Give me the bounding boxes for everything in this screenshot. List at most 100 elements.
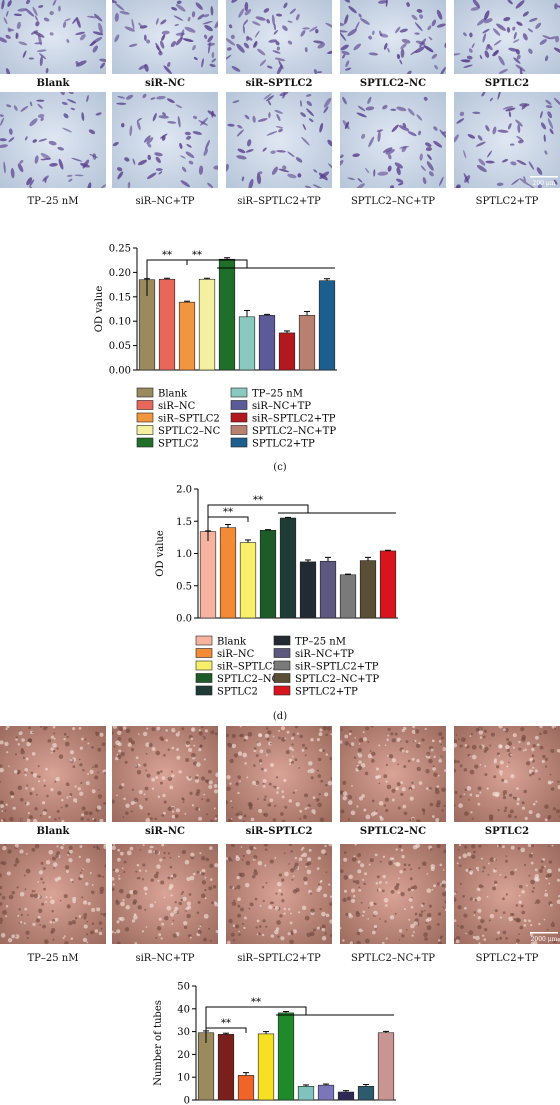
legend-label: siR–NC+TP xyxy=(252,401,311,412)
tube-formation-image xyxy=(340,726,446,822)
bar xyxy=(377,1032,395,1101)
bar xyxy=(239,542,257,619)
tube-formation-image xyxy=(0,844,106,944)
legend-label: SPTLC2–NC xyxy=(217,674,280,685)
legend-swatch xyxy=(136,387,154,398)
figure-b-image-label: SPTLC2–NC+TP xyxy=(350,196,436,207)
legend-label: SPTLC2–NC+TP xyxy=(295,674,379,685)
legend-swatch xyxy=(230,387,248,398)
migration-image xyxy=(0,92,106,188)
legend-swatch xyxy=(136,425,154,435)
legend-label: siR–NC xyxy=(158,401,196,412)
bar xyxy=(217,1034,235,1101)
figure-b-image-label: SPTLC2 xyxy=(484,78,530,89)
legend-swatch xyxy=(136,412,154,423)
figure-e-image-label: siR–NC+TP xyxy=(135,953,195,964)
bar xyxy=(219,527,237,619)
bar xyxy=(339,574,357,619)
figure-e-image-label: SPTLC2+TP xyxy=(475,953,539,964)
bar xyxy=(359,560,377,619)
figure-b-image-label: SPTLC2–NC xyxy=(359,78,427,89)
bar xyxy=(337,1091,355,1101)
legend-swatch xyxy=(136,437,154,448)
legend-swatch xyxy=(195,673,213,683)
bar xyxy=(237,1075,255,1101)
migration-image xyxy=(226,92,332,188)
bar xyxy=(279,517,297,619)
figure-e-image-label: siR–SPTLC2+TP xyxy=(237,953,321,964)
y-axis-label: OD value xyxy=(94,286,105,333)
legend-label: Blank xyxy=(158,389,188,400)
figure-e-image-label: siR–NC xyxy=(145,826,185,837)
bar xyxy=(297,1086,315,1101)
bar xyxy=(218,258,236,371)
migration-image xyxy=(340,92,446,188)
figure-b-image-label: Blank xyxy=(36,78,70,89)
significance-label: ** xyxy=(221,1018,231,1029)
legend-swatch xyxy=(273,648,291,658)
bar xyxy=(278,332,296,371)
chart-f-number-of-tubes: 0 10 20 30 40 50 Number of tubes ** ** xyxy=(153,982,396,1105)
y-tick-label: 0.20 xyxy=(109,268,131,279)
y-axis-label: Number of tubes xyxy=(153,1000,164,1086)
significance-bracket xyxy=(205,1006,307,1043)
legend-swatch xyxy=(230,425,248,435)
figure-e-image-label: SPTLC2 xyxy=(484,826,530,837)
figure-e-image-label: siR–SPTLC2 xyxy=(245,826,313,837)
bar xyxy=(259,529,277,619)
figure-b-image-label: TP–25 nM xyxy=(27,196,79,207)
y-tick-label: 0.0 xyxy=(176,614,192,625)
legend-label: siR–SPTLC2+TP xyxy=(295,662,379,673)
legend-label: SPTLC2 xyxy=(217,687,258,698)
tube-formation-image xyxy=(226,844,332,944)
legend-label: siR–SPTLC2 xyxy=(158,414,220,425)
bar xyxy=(198,278,216,371)
legend-label: SPTLC2–NC+TP xyxy=(252,426,336,437)
legend-label: SPTLC2+TP xyxy=(252,439,315,450)
legend-swatch xyxy=(273,635,291,646)
legend-label: siR–NC+TP xyxy=(295,649,354,660)
figure-e-image-label: SPTLC2–NC xyxy=(359,826,427,837)
significance-label: ** xyxy=(192,250,202,261)
tube-formation-image: 2000 μm xyxy=(454,844,560,944)
bar xyxy=(258,315,276,371)
legend-label: siR–SPTLC2 xyxy=(217,662,279,673)
legend-label: SPTLC2 xyxy=(158,439,199,450)
figure-b-image-label: siR–SPTLC2+TP xyxy=(237,196,321,207)
tube-formation-image xyxy=(454,726,560,822)
significance-label: ** xyxy=(223,507,233,518)
figure-b-image-label: siR–NC xyxy=(145,78,185,89)
figure-e-image-label: TP–25 nM xyxy=(27,953,79,964)
y-tick-label: 2.0 xyxy=(176,485,192,496)
figure-b-image-label: SPTLC2+TP xyxy=(475,196,539,207)
bar xyxy=(319,560,337,619)
legend-swatch xyxy=(273,685,291,696)
legend-swatch xyxy=(136,400,154,410)
legend-swatch xyxy=(195,685,213,696)
legend-swatch xyxy=(195,635,213,646)
significance-label: ** xyxy=(251,997,261,1008)
figure-e-image-label: SPTLC2–NC+TP xyxy=(350,953,436,964)
legend-swatch xyxy=(230,412,248,423)
tube-formation-image xyxy=(0,726,106,822)
y-tick-label: 1.5 xyxy=(176,517,192,528)
scale-bar-label: 2000 μm xyxy=(531,936,558,943)
legend-label: siR–NC xyxy=(217,649,255,660)
bar xyxy=(178,301,196,371)
significance-bracket xyxy=(207,504,309,541)
legend-label: TP–25 nM xyxy=(252,389,303,400)
migration-image: 200 μm xyxy=(454,92,560,188)
migration-image xyxy=(226,0,332,74)
bar xyxy=(318,280,336,371)
y-tick-label: 0.15 xyxy=(109,292,131,303)
figure-b-image-label: siR–SPTLC2 xyxy=(245,78,313,89)
y-tick-label: 0.10 xyxy=(109,317,131,328)
legend-swatch xyxy=(195,648,213,658)
migration-image xyxy=(0,0,106,74)
legend-label: Blank xyxy=(217,637,247,648)
tube-formation-image xyxy=(226,726,332,822)
y-axis-label: OD value xyxy=(155,530,166,577)
y-tick-label: 20 xyxy=(177,1050,190,1061)
significance-bracket xyxy=(146,259,248,296)
